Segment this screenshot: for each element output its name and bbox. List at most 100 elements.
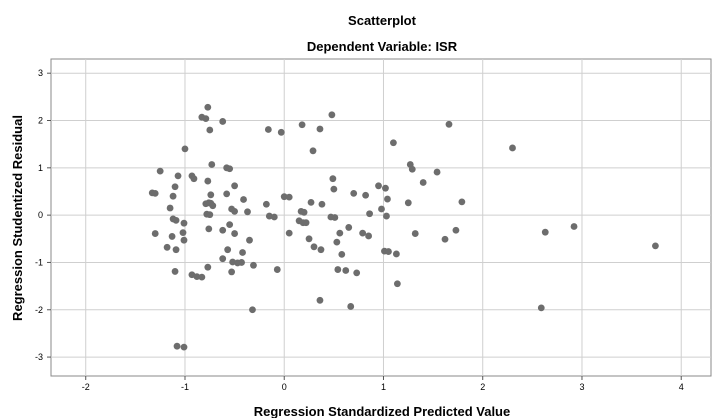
data-point (298, 121, 306, 129)
data-point (171, 183, 179, 191)
data-point (345, 224, 353, 231)
x-tick-label: 2 (480, 382, 485, 392)
data-point (392, 250, 400, 258)
data-point (385, 248, 392, 255)
data-point (509, 144, 516, 152)
data-point (347, 303, 355, 310)
data-point (310, 243, 318, 251)
data-point (404, 199, 412, 207)
x-axis-label: Regression Standardized Predicted Value (254, 404, 510, 418)
data-points (148, 103, 659, 351)
data-point (359, 229, 367, 237)
data-point (156, 167, 164, 175)
data-point (277, 128, 285, 136)
data-point (382, 184, 389, 192)
data-point (206, 126, 214, 134)
data-point (238, 259, 245, 266)
data-point (353, 269, 361, 277)
data-point (541, 228, 549, 236)
data-point (452, 226, 460, 234)
y-tick-label: 2 (38, 116, 43, 126)
y-tick-label: 3 (38, 68, 43, 78)
data-point (273, 266, 281, 273)
data-point (384, 195, 391, 203)
data-point (244, 208, 251, 216)
x-tick-label: 3 (579, 382, 584, 392)
data-point (328, 111, 336, 119)
x-tick-label: -1 (181, 382, 189, 392)
y-tick-label: -2 (35, 305, 43, 315)
data-point (652, 242, 659, 250)
data-point (433, 168, 441, 176)
data-point (280, 193, 288, 201)
data-point (171, 268, 179, 275)
data-point (250, 261, 257, 269)
data-point (206, 211, 214, 219)
data-point (239, 249, 246, 256)
y-axis-label: Regression Studentized Residual (10, 115, 25, 321)
x-tick-label: -2 (82, 382, 90, 392)
data-point (204, 263, 212, 271)
data-point (318, 200, 326, 208)
data-point (378, 205, 385, 213)
data-point (219, 226, 227, 234)
data-point (262, 200, 270, 208)
data-point (174, 172, 182, 180)
data-point (179, 229, 187, 237)
x-tick-label: 0 (282, 382, 287, 392)
x-tick-label: 4 (679, 382, 684, 392)
data-point (181, 145, 189, 153)
data-point (537, 304, 545, 312)
data-point (264, 126, 272, 133)
data-point (180, 219, 188, 227)
data-point (208, 161, 216, 168)
data-point (330, 185, 338, 193)
data-point (151, 189, 159, 197)
data-point (411, 230, 419, 237)
data-point (231, 182, 239, 190)
data-point (169, 192, 177, 200)
data-point (173, 342, 181, 350)
data-point (362, 191, 370, 199)
data-point (302, 219, 310, 227)
data-point (172, 246, 180, 254)
data-point (445, 120, 453, 128)
data-point (231, 207, 239, 215)
data-point (441, 235, 449, 243)
data-point (223, 190, 231, 198)
data-point (383, 212, 390, 220)
data-point (166, 204, 174, 212)
data-point (307, 198, 315, 206)
y-tick-label: 1 (38, 163, 43, 173)
data-point (317, 246, 325, 254)
data-point (198, 273, 206, 281)
data-point (202, 115, 210, 123)
data-point (393, 280, 401, 288)
data-point (338, 251, 346, 258)
plot-area (50, 58, 712, 377)
data-point (300, 208, 308, 216)
data-point (375, 182, 382, 190)
data-point (419, 179, 427, 186)
data-point (246, 236, 253, 244)
data-point (180, 343, 188, 351)
data-point (365, 232, 372, 240)
data-point (240, 196, 247, 203)
data-point (570, 223, 578, 230)
data-point (305, 235, 313, 243)
data-point (168, 233, 176, 240)
data-point (336, 229, 344, 237)
data-point (226, 221, 234, 228)
y-tick-label: 0 (38, 210, 43, 220)
data-point (219, 118, 227, 125)
data-point (270, 213, 278, 221)
data-point (342, 267, 350, 274)
data-point (207, 191, 215, 199)
data-point (334, 266, 342, 273)
data-point (209, 202, 217, 210)
data-point (316, 125, 324, 133)
data-point (204, 177, 212, 185)
chart-title: Scatterplot (348, 13, 417, 28)
